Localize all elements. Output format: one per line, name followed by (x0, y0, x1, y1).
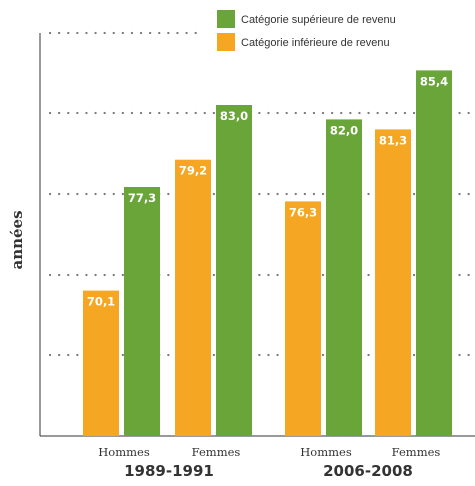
bar-inferieure-4 (375, 129, 411, 436)
value-label: 81,3 (379, 133, 407, 147)
x-tick-label: Femmes (192, 445, 241, 459)
bar-inferieure-2 (175, 159, 211, 436)
x-labels: Hommes Femmes 1989-1991 Hommes Femmes 2006-20… (98, 445, 440, 480)
value-label: 82,0 (330, 123, 358, 137)
bar-inferieure-3 (285, 201, 321, 436)
x-group-label: 1989-1991 (124, 462, 214, 480)
y-axis-label: années (8, 210, 26, 269)
legend: Catégorie supérieure de revenu Catégorie … (217, 10, 396, 51)
legend-label: Catégorie inférieure de revenu (241, 37, 390, 49)
bar-inferieure-1 (83, 290, 119, 436)
legend-swatch (217, 10, 235, 28)
value-labels: 70,1 77,3 79,2 83,0 76,3 82,0 81,3 85,4 (87, 74, 448, 308)
x-tick-label: Femmes (392, 445, 441, 459)
bar-superieure-2 (216, 105, 252, 436)
value-label: 79,2 (179, 164, 207, 178)
x-tick-label: Hommes (300, 445, 352, 459)
value-label: 70,1 (87, 295, 115, 309)
bar-superieure-1 (124, 187, 160, 436)
bar-superieure-4 (416, 70, 452, 437)
bar-superieure-3 (326, 119, 362, 437)
value-label: 77,3 (128, 191, 156, 205)
legend-label: Catégorie supérieure de revenu (241, 14, 396, 26)
bars (83, 70, 452, 437)
x-group-label: 2006-2008 (323, 462, 413, 480)
value-label: 83,0 (220, 109, 248, 123)
value-label: 76,3 (289, 205, 317, 219)
value-label: 85,4 (420, 74, 448, 88)
x-tick-label: Hommes (98, 445, 150, 459)
legend-swatch (217, 33, 235, 51)
